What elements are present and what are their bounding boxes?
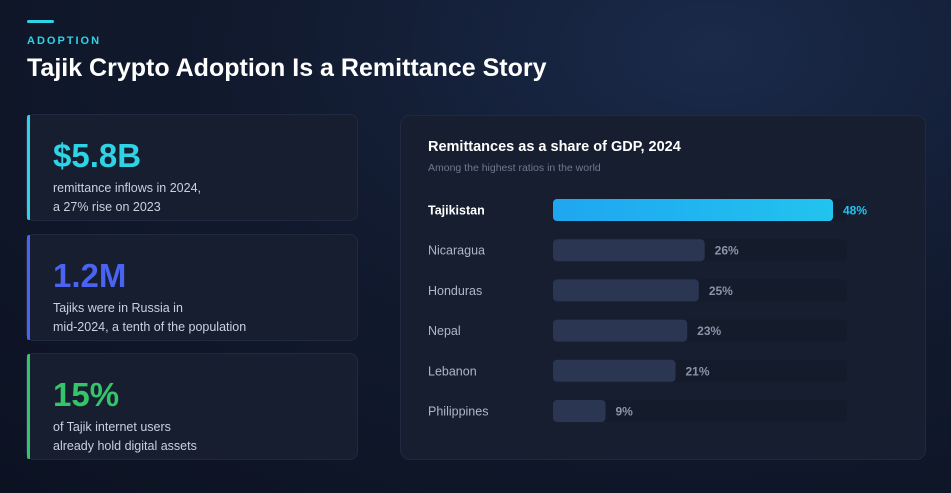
stat-description: of Tajik internet users already hold dig… — [53, 418, 333, 456]
value-label: 25% — [709, 284, 733, 298]
value-label: 48% — [843, 204, 867, 218]
chart-subtitle: Among the highest ratios in the world — [428, 162, 601, 174]
value-label: 9% — [616, 405, 634, 419]
stat-value: 1.2M — [53, 257, 127, 294]
accent-bar — [27, 115, 30, 220]
stat-description-line: already hold digital assets — [53, 439, 197, 453]
bar-honduras — [553, 279, 699, 302]
category-label: Tajikistan — [428, 204, 485, 218]
category-label: Philippines — [428, 405, 488, 419]
category-label: Nepal — [428, 324, 461, 338]
bar-lebanon — [553, 359, 676, 382]
page-title: Tajik Crypto Adoption Is a Remittance St… — [27, 54, 547, 82]
category-label: Honduras — [428, 284, 482, 298]
stat-card-migrants: 1.2M Tajiks were in Russia in mid-2024, … — [26, 234, 358, 341]
value-label: 23% — [697, 324, 721, 338]
accent-bar — [27, 235, 30, 340]
stat-description: Tajiks were in Russia in mid-2024, a ten… — [53, 299, 333, 337]
stat-description-line: a 27% rise on 2023 — [53, 200, 161, 214]
chart-card: Remittances as a share of GDP, 2024 Amon… — [400, 115, 926, 460]
value-label: 26% — [715, 244, 739, 258]
stat-card-crypto-holders: 15% of Tajik internet users already hold… — [26, 353, 358, 460]
stat-description: remittance inflows in 2024, a 27% rise o… — [53, 179, 333, 217]
value-label: 21% — [686, 364, 710, 378]
stat-value: $5.8B — [53, 137, 142, 174]
stat-card-remittances: $5.8B remittance inflows in 2024, a 27% … — [26, 114, 358, 221]
category-label: Lebanon — [428, 364, 477, 378]
bar-track — [553, 400, 847, 422]
bar-nepal — [553, 319, 688, 342]
category-label: Nicaragua — [428, 244, 485, 258]
section-kicker: ADOPTION — [27, 35, 102, 47]
stat-description-line: mid-2024, a tenth of the population — [53, 320, 247, 334]
accent-line — [27, 20, 54, 23]
stat-description-line: remittance inflows in 2024, — [53, 181, 201, 195]
chart-title: Remittances as a share of GDP, 2024 — [428, 139, 681, 155]
stat-value: 15% — [53, 376, 120, 413]
accent-bar — [27, 354, 30, 459]
stat-description-line: of Tajik internet users — [53, 420, 171, 434]
bar-nicaragua — [553, 239, 705, 262]
bar-tajikistan — [553, 199, 833, 221]
bar-philippines — [553, 400, 606, 422]
bar-chart: Tajikistan 48% Nicaragua 26% Honduras 25% Nepa… — [428, 199, 867, 422]
stat-description-line: Tajiks were in Russia in — [53, 301, 183, 315]
